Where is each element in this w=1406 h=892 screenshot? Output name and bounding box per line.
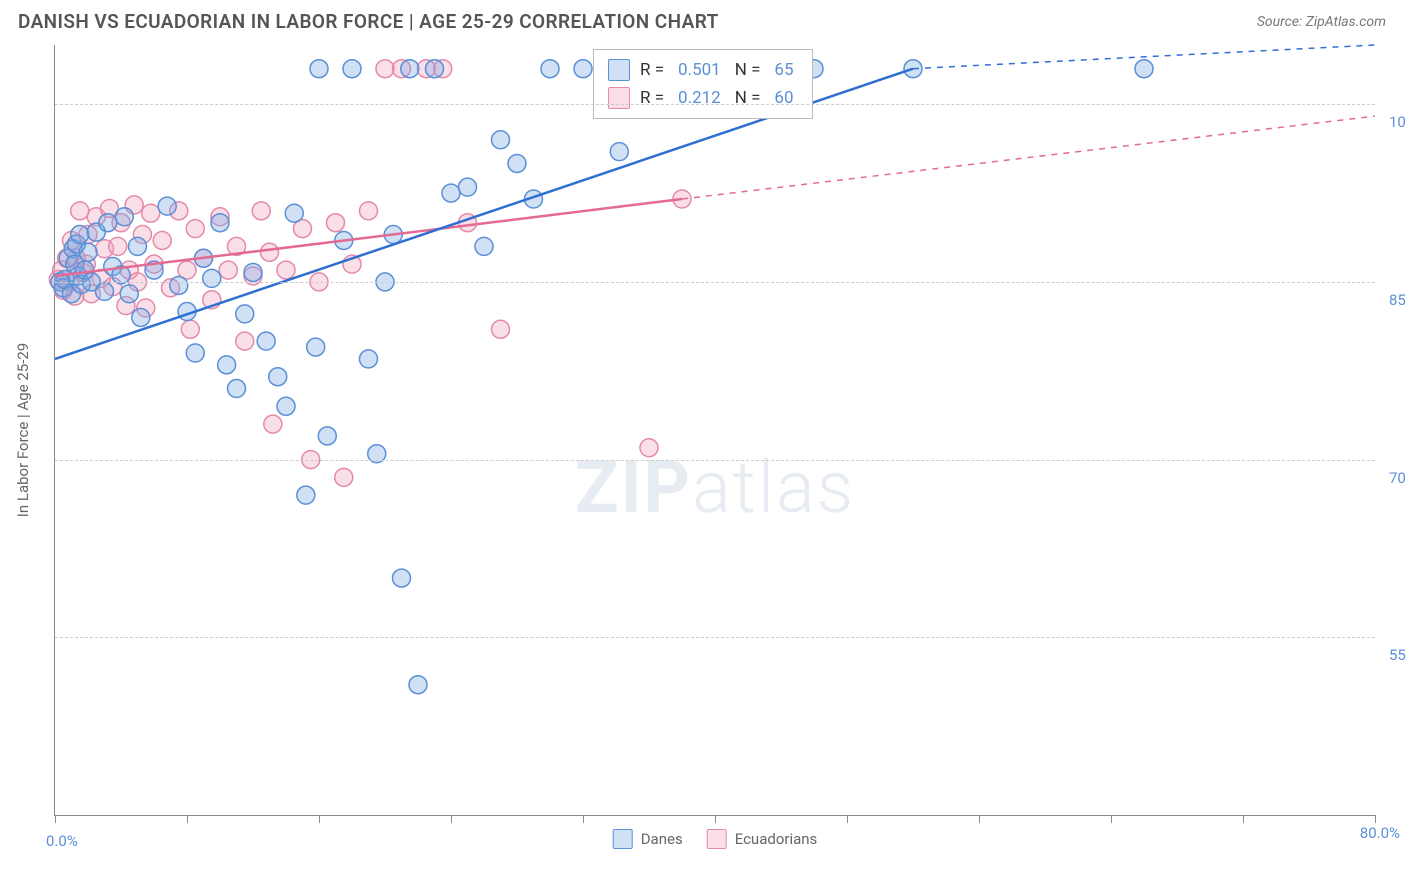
- chart-title: DANISH VS ECUADORIAN IN LABOR FORCE | AG…: [18, 10, 719, 33]
- y-tick-label: 100.0%: [1379, 113, 1406, 131]
- x-tick: [1375, 815, 1376, 823]
- n-value-danes: 65: [770, 60, 797, 80]
- stats-legend-box: R = 0.501 N = 65 R = 0.212 N = 60: [593, 49, 813, 119]
- y-axis-title: In Labor Force | Age 25-29: [14, 343, 32, 517]
- source-label: Source: ZipAtlas.com: [1257, 14, 1386, 30]
- y-tick-label: 85.0%: [1379, 291, 1406, 309]
- scatter-plot-svg: [55, 45, 1375, 815]
- chart-plot-area: ZIPatlas R = 0.501 N = 65 R = 0.212 N = …: [54, 45, 1375, 816]
- swatch-danes-icon: [608, 59, 630, 81]
- y-tick-label: 55.0%: [1379, 646, 1406, 664]
- grid-line: [55, 460, 1375, 461]
- r-value-danes: 0.501: [674, 60, 725, 80]
- x-min-label: 0.0%: [46, 832, 78, 850]
- grid-line: [55, 104, 1375, 105]
- title-bar: DANISH VS ECUADORIAN IN LABOR FORCE | AG…: [0, 0, 1406, 41]
- grid-line: [55, 282, 1375, 283]
- swatch-ecuadorians-icon: [608, 87, 630, 109]
- y-tick-label: 70.0%: [1379, 469, 1406, 487]
- stats-row-danes: R = 0.501 N = 65: [608, 56, 798, 84]
- x-axis-labels: 0.0% 80.0%: [54, 816, 1374, 844]
- grid-line: [55, 637, 1375, 638]
- stats-row-ecuadorians: R = 0.212 N = 60: [608, 84, 798, 112]
- x-max-label: 80.0%: [1360, 824, 1400, 842]
